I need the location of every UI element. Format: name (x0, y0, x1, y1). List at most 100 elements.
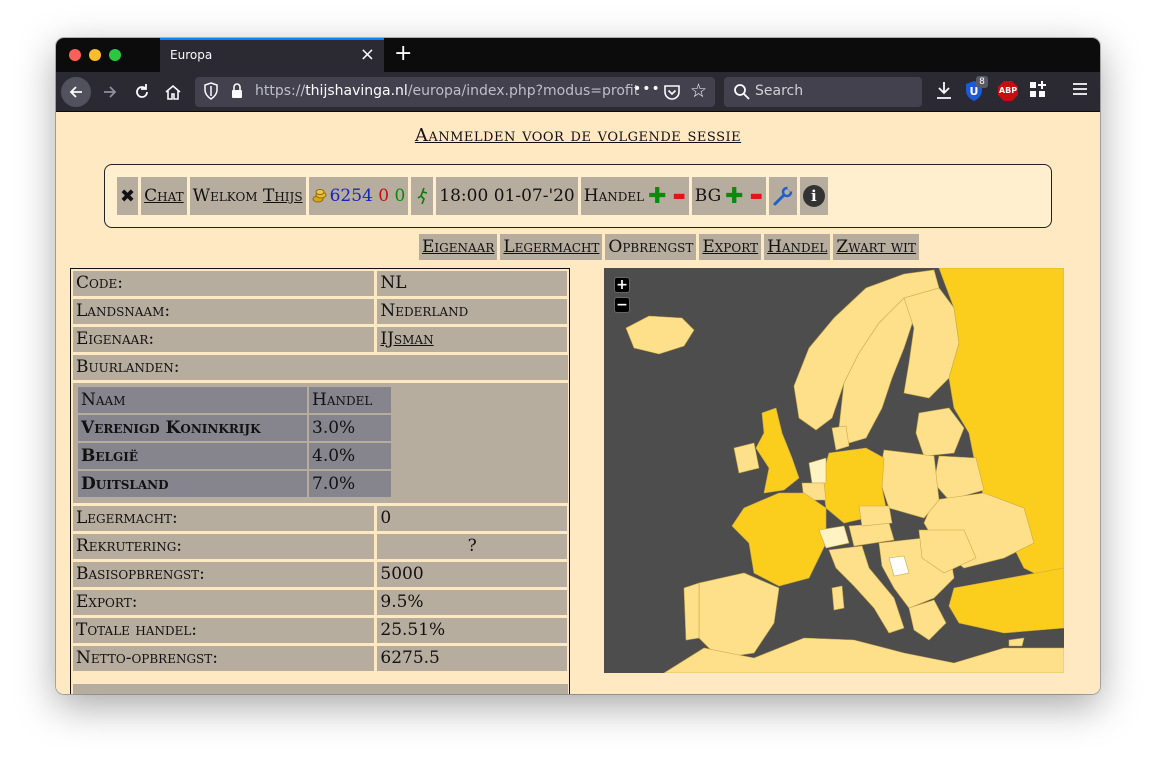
recruit-label: Rekrutering: (73, 534, 375, 559)
table-row: Verenigd Koninkrijk 3.0% (78, 415, 568, 441)
search-input[interactable]: Search (755, 83, 804, 99)
datetime: 18:00 01-07-'20 (439, 186, 575, 206)
zoom-in-button[interactable]: + (614, 277, 630, 293)
home-icon (165, 84, 181, 100)
owner-link[interactable]: IJsman (380, 329, 434, 349)
arrow-right-icon (104, 86, 117, 98)
map-canvas[interactable] (604, 268, 1064, 673)
minimize-window-button[interactable] (89, 49, 101, 61)
mode-export-label[interactable]: Export (702, 237, 759, 257)
country-denmark (831, 425, 850, 451)
tracking-shield-icon[interactable] (203, 82, 219, 100)
europe-map[interactable]: + − (604, 268, 1064, 673)
tab-europa[interactable]: Europa × (160, 38, 384, 72)
gold-value: 6254 (329, 186, 373, 206)
info-row-code: Code: NL (73, 271, 567, 296)
country-czechia (858, 505, 893, 527)
back-button[interactable] (61, 77, 91, 107)
country-romania (918, 529, 977, 574)
action-cell[interactable] (411, 177, 434, 215)
address-bar[interactable]: https://thijshavinga.nl/europa/index.php… (195, 77, 715, 107)
bg-cell: BG ✚ ▬ (691, 177, 766, 215)
abp-label: ABP (998, 86, 1018, 95)
pocket-icon[interactable] (663, 83, 681, 101)
user-link[interactable]: Thijs (262, 186, 303, 206)
new-tab-button[interactable]: + (394, 41, 413, 66)
settings-cell[interactable] (768, 177, 797, 215)
country-iceland (625, 315, 695, 355)
search-bar[interactable]: Search (724, 77, 922, 107)
info-icon: i (802, 185, 825, 207)
gold-coins-icon (312, 189, 327, 203)
mode-export[interactable]: Export (699, 234, 762, 260)
mode-zwart-wit[interactable]: Zwart wit (833, 234, 919, 260)
country-turkey (948, 567, 1064, 634)
neighbours-header-row: Naam Handel (78, 387, 568, 413)
maximize-window-button[interactable] (109, 49, 121, 61)
neighbours-header-name: Naam (78, 387, 307, 413)
export-label: Export: (73, 590, 375, 615)
mode-eigenaar[interactable]: Eigenaar (419, 234, 498, 260)
navigation-bar: https://thijshavinga.nl/europa/index.php… (56, 72, 1100, 112)
bookmark-star-icon[interactable]: ☆ (690, 80, 708, 102)
ublock-icon[interactable]: U 8 (964, 76, 988, 104)
lock-icon[interactable] (231, 83, 243, 99)
green-value: 0 (394, 186, 406, 206)
info-row-trade: Totale handel: 25.51% (73, 618, 567, 643)
neighbour-trade: 7.0% (309, 471, 391, 497)
reload-button[interactable] (128, 78, 156, 106)
bg-minus-icon[interactable]: ▬ (749, 188, 763, 204)
window-controls (69, 49, 121, 61)
country-france (731, 492, 827, 587)
mode-legermacht-label[interactable]: Legermacht (503, 237, 600, 257)
chat-cell: Chat (141, 177, 187, 215)
datetime-cell: 18:00 01-07-'20 (436, 177, 578, 215)
trade-plus-icon[interactable]: ✚ (648, 183, 667, 209)
country-netherlands (808, 457, 827, 484)
country-bosnia (888, 555, 910, 577)
country-baltics (915, 407, 965, 457)
mode-legermacht[interactable]: Legermacht (500, 234, 603, 260)
download-icon[interactable] (932, 80, 956, 104)
mode-handel[interactable]: Handel (764, 234, 831, 260)
neighbour-name: Verenigd Koninkrijk (78, 415, 307, 441)
running-figure-icon (417, 187, 428, 205)
reload-icon (136, 84, 148, 98)
hamburger-menu-icon[interactable] (1068, 80, 1092, 104)
close-status-button[interactable]: ✖ (117, 177, 139, 215)
home-button[interactable] (159, 78, 187, 106)
close-window-button[interactable] (69, 49, 81, 61)
country-sardinia (831, 585, 845, 611)
army-value: 0 (377, 506, 567, 531)
url-domain: thijshavinga.nl (305, 83, 408, 99)
chat-link[interactable]: Chat (144, 186, 184, 206)
zoom-out-button[interactable]: − (614, 297, 630, 313)
base-label: Basisopbrengst: (73, 562, 375, 587)
mode-handel-label[interactable]: Handel (767, 237, 828, 257)
info-cell[interactable]: i (799, 177, 828, 215)
bg-plus-icon[interactable]: ✚ (725, 183, 744, 209)
tab-close-icon[interactable]: × (359, 44, 375, 65)
extensions-icon[interactable] (1028, 80, 1052, 104)
mode-eigenaar-label[interactable]: Eigenaar (422, 237, 495, 257)
close-icon: ✖ (120, 185, 136, 207)
url-text[interactable]: https://thijshavinga.nl/europa/index.php… (255, 83, 639, 99)
trade-minus-icon[interactable]: ▬ (672, 188, 686, 204)
signup-link[interactable]: Aanmelden voor de volgende sessie (414, 125, 742, 146)
page-actions-icon[interactable]: ••• (633, 81, 661, 97)
owner-label: Eigenaar: (73, 327, 375, 352)
info-row-army: Legermacht: 0 (73, 506, 567, 531)
neighbour-name: België (78, 443, 307, 469)
country-north-africa (663, 637, 1064, 673)
country-spain (698, 572, 780, 659)
red-value: 0 (378, 186, 390, 206)
net-label: Netto-opbrengst: (73, 646, 375, 671)
country-ireland (733, 442, 760, 474)
neighbour-trade: 4.0% (309, 443, 391, 469)
forward-button[interactable] (96, 78, 124, 106)
map-mode-bar: Eigenaar Legermacht Opbrengst Export Han… (419, 234, 919, 260)
page-content: Aanmelden voor de volgende sessie ✖ Chat… (56, 112, 1100, 694)
mode-zwart-wit-label[interactable]: Zwart wit (836, 237, 916, 257)
tab-title: Europa (170, 48, 213, 62)
adblock-plus-icon[interactable]: ABP (997, 80, 1021, 104)
